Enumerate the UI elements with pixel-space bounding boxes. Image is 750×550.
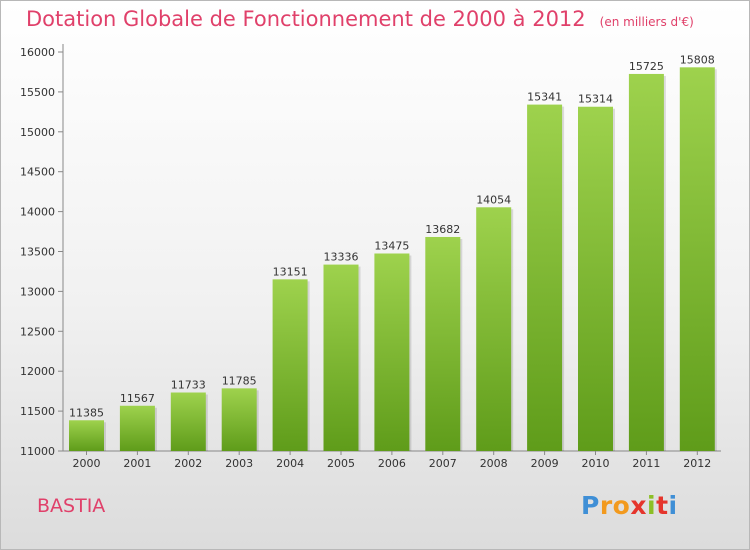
bar-2005 [323,264,359,451]
x-tick-label-2005: 2005 [327,457,355,470]
x-tick-label-2011: 2011 [632,457,660,470]
bar-2003 [221,388,257,451]
y-tick-label: 15500 [20,86,55,99]
bar-2009 [527,104,563,452]
y-tick-label: 13000 [20,285,55,298]
bar-2012 [679,67,715,452]
value-label-2006: 13475 [374,239,409,252]
chart-title-text: Dotation Globale de Fonctionnement de 20… [26,7,586,31]
bar-2011 [628,73,664,451]
value-label-2008: 14054 [476,193,511,206]
bar-2000 [69,420,104,451]
value-label-2011: 15725 [629,60,664,73]
value-label-2004: 13151 [273,265,308,278]
x-tick-label-2008: 2008 [480,457,508,470]
y-tick-label: 15000 [20,126,55,139]
y-tick-label: 11500 [20,405,55,418]
chart-title: Dotation Globale de Fonctionnement de 20… [26,7,694,31]
y-tick-label: 14500 [20,166,55,179]
value-label-2003: 11785 [222,374,257,387]
bar-2002 [170,392,206,451]
y-tick-label: 13500 [20,246,55,259]
value-label-2005: 13336 [324,251,359,264]
bar-2001 [119,405,155,451]
x-tick-label-2006: 2006 [378,457,406,470]
x-tick-label-2009: 2009 [531,457,559,470]
y-tick-label: 12000 [20,365,55,378]
bar-2010 [578,106,613,451]
x-tick-label-2012: 2012 [683,457,711,470]
x-tick-label-2001: 2001 [123,457,151,470]
value-label-2001: 11567 [120,392,155,405]
bar-2008 [476,207,512,451]
location-label: BASTIA [37,495,106,517]
value-label-2009: 15341 [527,91,562,104]
bar-2006 [374,253,410,451]
bar-2007 [425,236,461,451]
x-tick-label-2004: 2004 [276,457,304,470]
x-tick-label-2002: 2002 [174,457,202,470]
value-label-2007: 13682 [425,223,460,236]
proxiti-logo: Proxiti [581,491,678,520]
y-tick-label: 12500 [20,325,55,338]
y-tick-label: 16000 [20,46,55,59]
value-label-2000: 11385 [69,406,104,419]
value-label-2010: 15314 [578,93,613,106]
x-tick-label-2010: 2010 [582,457,610,470]
x-tick-label-2000: 2000 [73,457,101,470]
value-label-2002: 11733 [171,379,206,392]
x-tick-label-2007: 2007 [429,457,457,470]
bar-2004 [272,279,308,451]
chart-unit-note: (en milliers d'€) [599,15,694,29]
value-label-2012: 15808 [680,53,715,66]
y-tick-label: 14000 [20,206,55,219]
y-tick-label: 11000 [20,445,55,458]
x-tick-label-2003: 2003 [225,457,253,470]
